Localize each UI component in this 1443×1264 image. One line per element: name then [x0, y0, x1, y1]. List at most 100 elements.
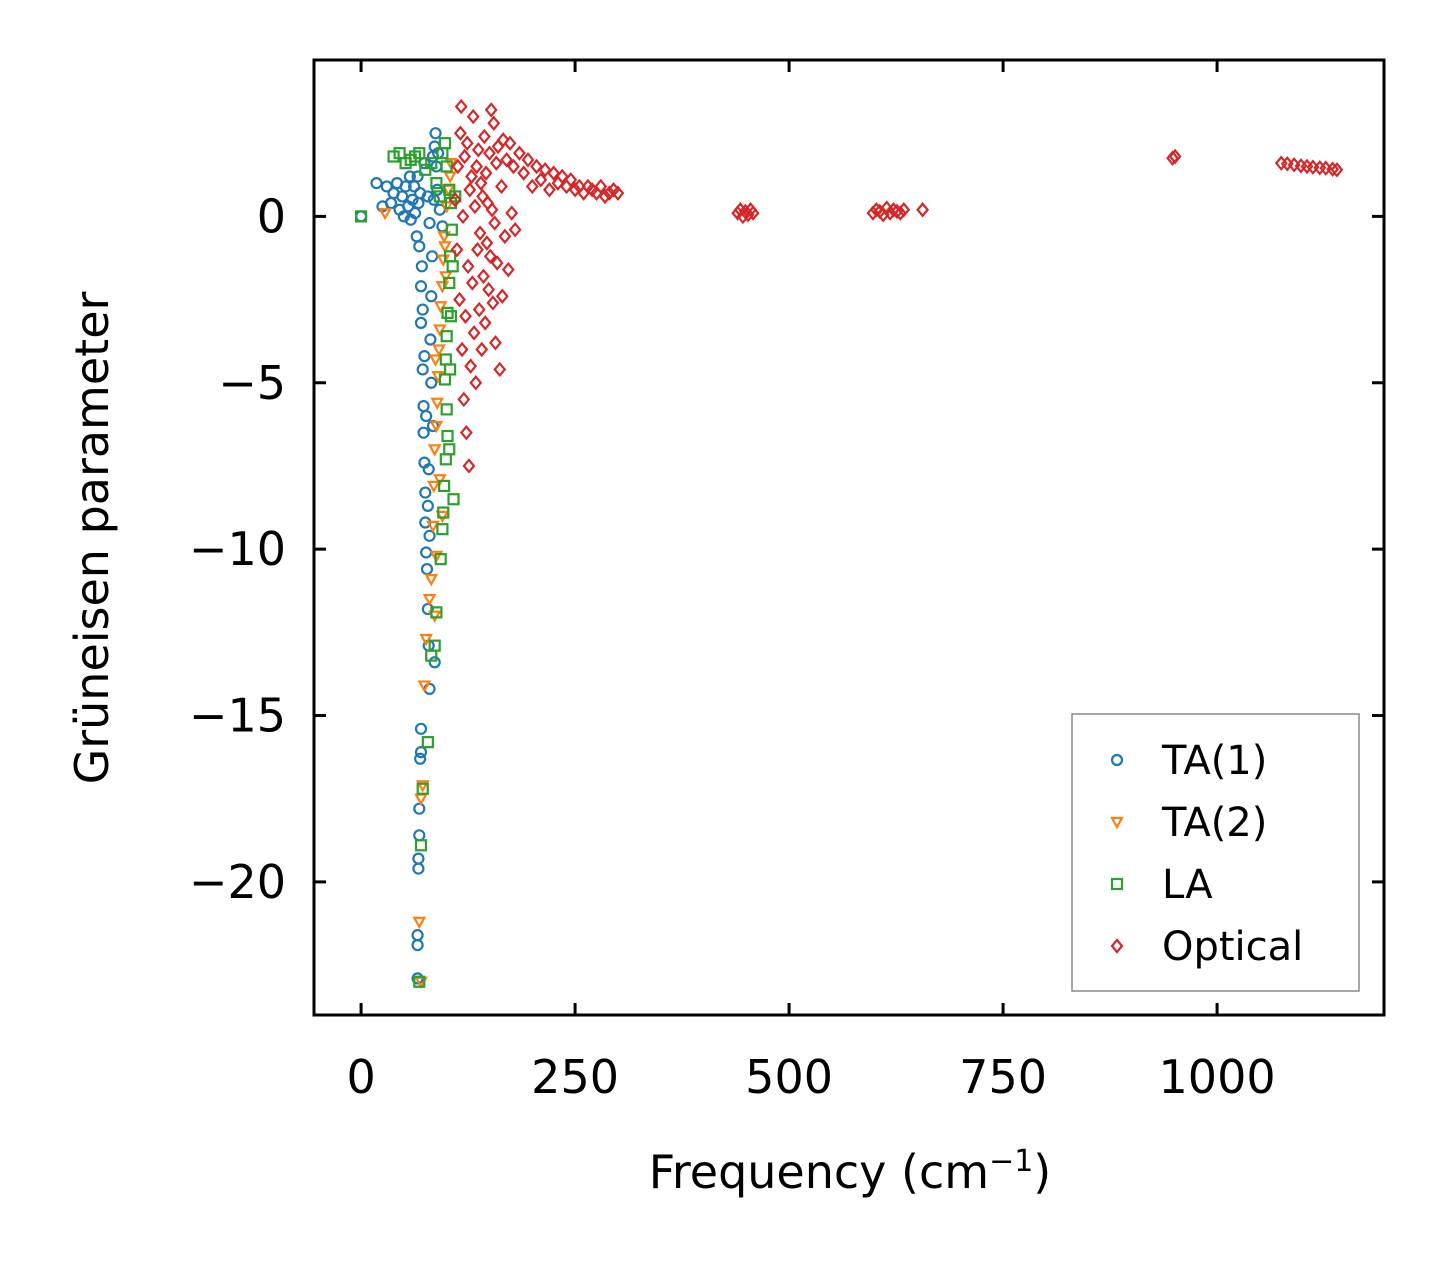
- data-point-ta-1: [410, 230, 423, 243]
- data-point-ta-1: [431, 183, 444, 196]
- data-point-optical: [1168, 148, 1182, 165]
- data-point-ta-1: [414, 722, 428, 735]
- data-point-optical: [483, 248, 497, 265]
- data-point-la: [440, 330, 453, 343]
- data-point-optical: [485, 202, 499, 218]
- data-point-optical: [454, 98, 468, 115]
- data-point-la: [425, 157, 438, 170]
- data-point-optical: [493, 361, 507, 378]
- data-point-ta-1: [414, 746, 428, 759]
- data-point-optical: [897, 202, 911, 218]
- data-point-ta-1: [406, 193, 419, 206]
- legend-marker-la: [1110, 877, 1124, 891]
- data-point-optical: [464, 358, 478, 374]
- data-point-ta-2: [417, 680, 432, 693]
- data-point-optical: [475, 341, 489, 358]
- data-point-la: [434, 553, 447, 566]
- data-point-optical: [602, 185, 616, 201]
- data-point-optical: [507, 158, 520, 175]
- data-point-la: [449, 190, 462, 203]
- data-point-ta-2: [427, 444, 442, 457]
- data-point-ta-1: [426, 250, 439, 263]
- data-point-ta-1: [421, 190, 434, 203]
- data-point-la: [447, 493, 460, 506]
- data-point-ta-1: [380, 180, 393, 193]
- data-point-optical: [500, 152, 514, 168]
- data-point-ta-1: [414, 752, 427, 765]
- data-point-ta-1: [417, 399, 430, 413]
- data-point-optical: [471, 241, 484, 258]
- data-point-la: [444, 363, 457, 376]
- y-tick-label: −10: [189, 522, 286, 576]
- data-point-optical: [473, 225, 487, 241]
- data-point-ta-1: [414, 316, 428, 329]
- data-point-la: [430, 606, 443, 619]
- data-point-la: [439, 453, 452, 466]
- data-point-optical: [490, 255, 504, 271]
- data-point-ta-1: [420, 563, 434, 576]
- data-point-ta-1: [428, 656, 441, 669]
- data-point-optical: [530, 158, 543, 175]
- data-point-la: [413, 975, 426, 988]
- series-ta-2: [378, 158, 458, 989]
- data-point-optical: [450, 241, 464, 258]
- data-point-la: [441, 306, 454, 319]
- data-point-la: [443, 276, 456, 290]
- data-point-optical: [598, 188, 612, 205]
- data-point-optical: [483, 145, 496, 161]
- data-point-optical: [517, 165, 531, 181]
- data-point-la: [438, 137, 452, 150]
- data-point-optical: [893, 205, 907, 221]
- data-points-layer: [354, 98, 1344, 989]
- legend-label-ta-2: TA(2): [1161, 800, 1267, 846]
- data-point-ta-1: [425, 290, 438, 303]
- x-axis-title: Frequency (cm−1): [649, 1144, 1052, 1200]
- data-point-optical: [465, 275, 479, 291]
- data-point-ta-1: [411, 939, 424, 952]
- data-point-optical: [568, 182, 582, 198]
- data-point-optical: [534, 172, 548, 188]
- data-point-optical: [495, 288, 509, 304]
- data-point-optical: [469, 375, 483, 391]
- data-point-optical: [474, 175, 488, 191]
- data-point-optical: [462, 458, 476, 474]
- data-point-ta-2: [424, 573, 439, 587]
- data-point-ta-2: [437, 231, 451, 244]
- data-point-ta-1: [422, 463, 435, 476]
- y-tick-label: 0: [257, 189, 286, 243]
- data-point-optical: [498, 228, 512, 245]
- data-point-ta-2: [415, 780, 430, 793]
- data-point-optical: [1330, 162, 1344, 178]
- data-point-la: [441, 429, 454, 443]
- data-point-optical: [869, 202, 883, 218]
- data-point-ta-1: [413, 802, 426, 815]
- data-point-optical: [495, 178, 508, 195]
- data-point-optical: [538, 162, 552, 178]
- data-point-optical: [611, 185, 625, 201]
- data-point-optical: [479, 165, 493, 181]
- data-point-la: [438, 479, 451, 493]
- data-point-ta-1: [411, 929, 424, 942]
- data-point-optical: [463, 182, 477, 198]
- data-point-optical: [478, 315, 492, 331]
- data-point-ta-1: [419, 486, 432, 499]
- data-point-optical: [458, 148, 472, 165]
- data-point-optical: [487, 115, 501, 131]
- x-tick-label: 1000: [1159, 1050, 1276, 1104]
- data-point-optical: [488, 215, 502, 231]
- data-point-optical: [482, 281, 496, 298]
- x-tick-label: 500: [745, 1050, 833, 1104]
- data-point-ta-2: [419, 633, 434, 647]
- data-point-la: [413, 147, 426, 160]
- data-point-ta-2: [430, 397, 445, 411]
- data-point-ta-2: [435, 281, 450, 294]
- data-point-la: [433, 190, 446, 203]
- data-point-ta-2: [432, 474, 447, 487]
- data-point-optical: [916, 202, 930, 218]
- data-point-ta-1: [421, 602, 434, 616]
- data-point-ta-1: [423, 216, 436, 230]
- data-point-ta-2: [429, 550, 444, 564]
- data-point-optical: [542, 182, 556, 198]
- legend-label-ta-1: TA(1): [1161, 738, 1267, 784]
- data-point-optical: [460, 135, 474, 151]
